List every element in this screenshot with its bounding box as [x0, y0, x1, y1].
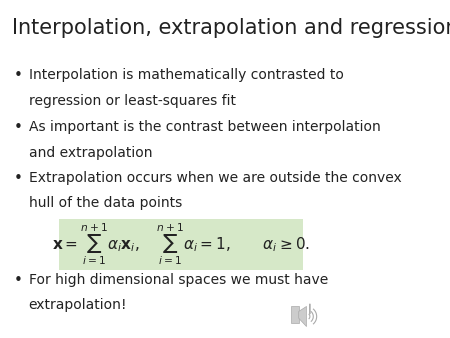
Bar — [291, 307, 299, 323]
Text: •: • — [13, 273, 22, 288]
Text: extrapolation!: extrapolation! — [28, 298, 127, 312]
Polygon shape — [299, 307, 306, 327]
Text: Extrapolation occurs when we are outside the convex: Extrapolation occurs when we are outside… — [28, 171, 401, 185]
Text: As important is the contrast between interpolation: As important is the contrast between int… — [28, 120, 380, 135]
Text: Interpolation is mathematically contrasted to: Interpolation is mathematically contrast… — [28, 68, 343, 82]
Text: $\mathbf{x} = \sum_{i=1}^{n+1} \alpha_i \mathbf{x}_i, \quad \sum_{i=1}^{n+1} \al: $\mathbf{x} = \sum_{i=1}^{n+1} \alpha_i … — [52, 222, 310, 267]
Text: •: • — [13, 171, 22, 186]
Text: hull of the data points: hull of the data points — [28, 196, 182, 210]
Text: and extrapolation: and extrapolation — [28, 146, 152, 160]
Text: •: • — [13, 68, 22, 83]
Text: Interpolation, extrapolation and regression: Interpolation, extrapolation and regress… — [12, 18, 450, 38]
Text: regression or least-squares fit: regression or least-squares fit — [28, 94, 235, 107]
FancyBboxPatch shape — [59, 219, 303, 270]
Text: •: • — [13, 120, 22, 136]
Text: For high dimensional spaces we must have: For high dimensional spaces we must have — [28, 273, 328, 287]
